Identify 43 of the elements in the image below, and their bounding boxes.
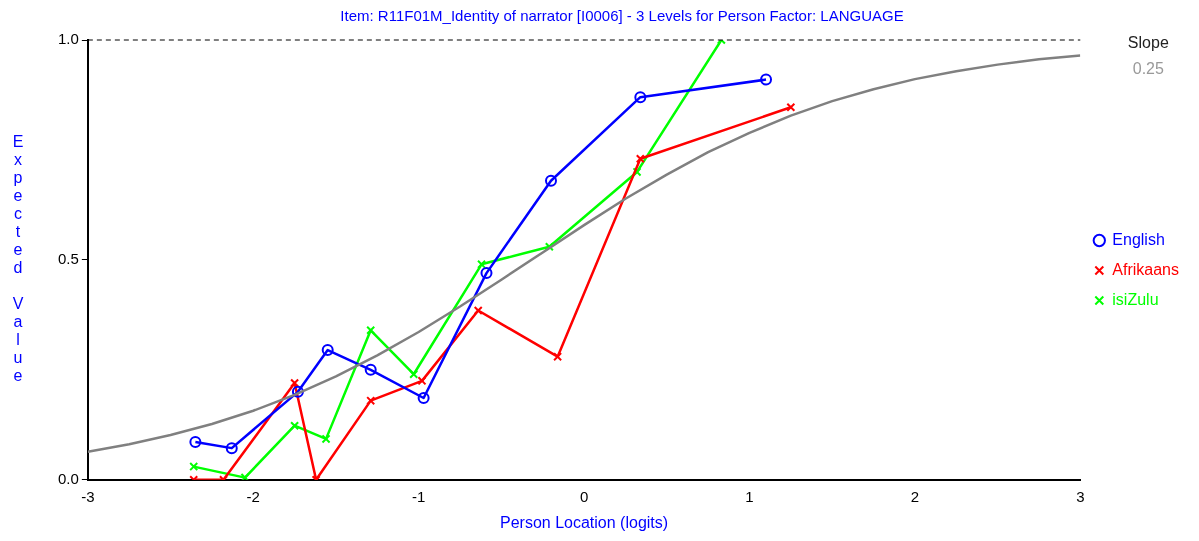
point <box>760 73 773 86</box>
legend-label: English <box>1112 230 1165 248</box>
text: Slope <box>1127 34 1169 52</box>
point <box>544 242 554 252</box>
x-tick-label: 2 <box>910 487 920 505</box>
x-tick-label: -1 <box>412 487 426 505</box>
y-tick-label: 1.0 <box>57 30 79 48</box>
point <box>364 363 377 376</box>
point <box>786 102 796 112</box>
point <box>366 325 376 335</box>
y-tick-label: 0.5 <box>57 250 79 268</box>
y-tick-label: 0.0 <box>57 469 79 487</box>
point <box>634 91 647 104</box>
point <box>189 435 202 448</box>
point <box>321 344 334 357</box>
legend-label: Afrikaans <box>1112 260 1180 278</box>
point <box>225 442 238 455</box>
point <box>476 259 487 269</box>
point <box>632 167 642 177</box>
point <box>189 462 199 472</box>
point <box>321 434 331 444</box>
point <box>553 352 563 362</box>
text: Expected Value <box>12 133 24 385</box>
point <box>366 396 376 406</box>
point <box>635 154 645 164</box>
point <box>480 267 493 280</box>
legend-label: isiZulu <box>1112 290 1159 308</box>
point <box>473 305 483 316</box>
x-tick-label: -2 <box>246 487 260 505</box>
x-axis-title: Person Location (logits) <box>500 513 669 531</box>
point <box>417 376 427 386</box>
x-tick-label: -3 <box>81 487 95 505</box>
point <box>291 385 304 398</box>
x-tick-label: 0 <box>579 487 589 505</box>
point <box>290 378 300 388</box>
x-tick-label: 1 <box>745 487 754 505</box>
point <box>545 174 557 187</box>
chart-title: Item: R11F01M_Identity of narrator [I0006] - 3 Levels for Person Factor: LANGUAGE <box>340 7 904 25</box>
point <box>290 421 300 431</box>
point <box>409 369 419 379</box>
text: 0.25 <box>1132 60 1164 78</box>
x-tick-label: 3 <box>1076 487 1085 505</box>
point <box>417 392 430 404</box>
